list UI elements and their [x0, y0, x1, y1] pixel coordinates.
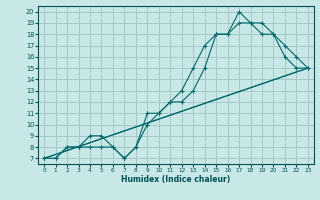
X-axis label: Humidex (Indice chaleur): Humidex (Indice chaleur) [121, 175, 231, 184]
